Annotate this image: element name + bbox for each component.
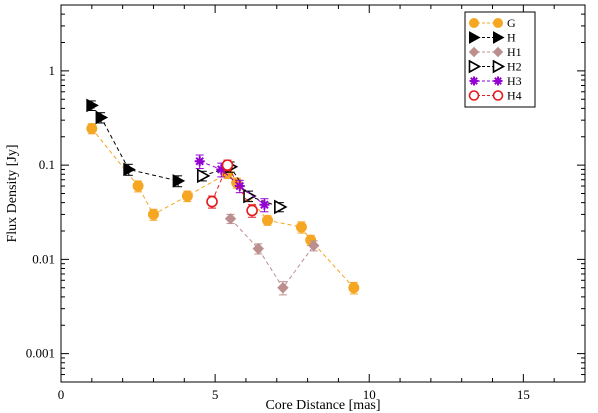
data-point bbox=[468, 46, 480, 58]
series-h3 bbox=[194, 154, 270, 213]
data-point bbox=[277, 282, 289, 294]
star-stroke bbox=[470, 77, 478, 85]
data-point bbox=[493, 31, 505, 44]
axes: 0 5 10 15 0.001 0.01 0.1 1 bbox=[26, 4, 586, 402]
star-stroke bbox=[195, 156, 204, 166]
data-point bbox=[221, 159, 234, 171]
legend-entry: G bbox=[469, 16, 516, 30]
data-point bbox=[95, 110, 109, 125]
data-point bbox=[469, 18, 479, 28]
series-line bbox=[199, 160, 265, 206]
data-point bbox=[86, 122, 98, 134]
legend-label: H2 bbox=[507, 60, 522, 74]
data-point bbox=[86, 98, 99, 113]
legend-entry: H3 bbox=[469, 74, 522, 88]
series-g bbox=[86, 122, 360, 295]
data-point bbox=[492, 46, 504, 58]
legend-entry: H1 bbox=[468, 45, 522, 59]
data-point bbox=[274, 199, 288, 215]
x-tick-label: 0 bbox=[58, 387, 65, 402]
data-point bbox=[492, 59, 506, 74]
star-stroke bbox=[235, 181, 245, 191]
data-point bbox=[234, 181, 245, 192]
y-tick-label: 0.001 bbox=[26, 346, 55, 361]
series-h1 bbox=[224, 213, 320, 296]
data-point bbox=[493, 76, 503, 86]
data-point bbox=[194, 156, 205, 167]
series-line bbox=[91, 128, 355, 289]
legend-label: H4 bbox=[507, 89, 522, 103]
legend-entry: H4 bbox=[468, 89, 522, 103]
data-point bbox=[196, 168, 211, 184]
legend-label: H bbox=[507, 31, 516, 45]
data-point bbox=[295, 221, 307, 233]
data-point bbox=[206, 195, 218, 208]
data-point bbox=[469, 31, 481, 44]
y-axis-label: Flux Density [Jy] bbox=[5, 145, 20, 243]
data-point bbox=[348, 282, 360, 294]
series-h bbox=[86, 98, 186, 188]
data-point bbox=[308, 239, 320, 252]
data-point bbox=[262, 214, 274, 226]
data-point bbox=[469, 76, 479, 86]
data-point bbox=[252, 242, 264, 255]
star-stroke bbox=[260, 200, 269, 209]
y-tick-label: 0.01 bbox=[32, 251, 55, 266]
data-point bbox=[224, 213, 237, 225]
data-point bbox=[132, 180, 144, 192]
data-point bbox=[181, 190, 193, 202]
legend-label: H3 bbox=[507, 74, 522, 88]
x-axis-label: Core Distance [mas] bbox=[265, 398, 380, 413]
data-point bbox=[468, 59, 482, 74]
legend-label: G bbox=[507, 16, 516, 30]
y-tick-label: 0.1 bbox=[39, 157, 55, 172]
x-tick-label: 10 bbox=[363, 387, 376, 402]
data-point bbox=[147, 208, 159, 220]
data-point bbox=[493, 18, 503, 28]
x-tick-label: 15 bbox=[517, 387, 530, 402]
star-stroke bbox=[494, 77, 502, 85]
x-tick-label: 5 bbox=[212, 387, 219, 402]
legend-entry: H2 bbox=[468, 59, 522, 74]
data-point bbox=[492, 90, 504, 101]
data-point bbox=[259, 199, 270, 210]
data-point bbox=[123, 162, 136, 177]
data-point bbox=[172, 174, 186, 188]
y-tick-label: 1 bbox=[49, 63, 56, 78]
legend-label: H1 bbox=[507, 45, 522, 59]
legend-entry: H bbox=[469, 31, 516, 45]
plot-area bbox=[86, 98, 360, 296]
series-h4 bbox=[206, 159, 258, 218]
data-point bbox=[468, 90, 480, 101]
series-line bbox=[230, 218, 315, 289]
data-point bbox=[246, 204, 258, 217]
